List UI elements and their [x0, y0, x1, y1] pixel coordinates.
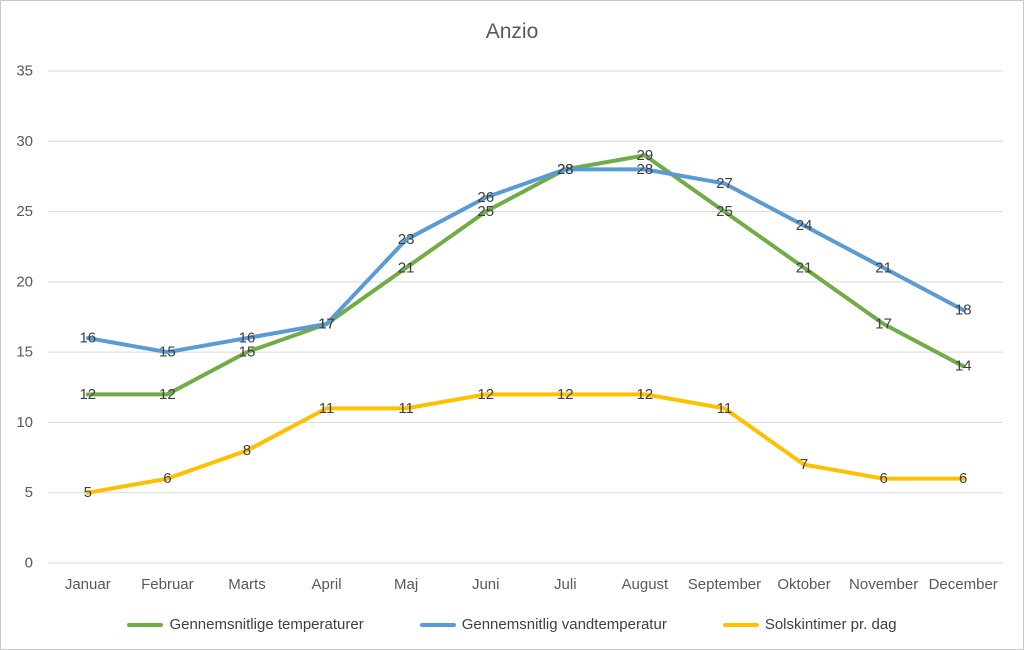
data-label: 21	[398, 259, 415, 276]
data-label: 5	[84, 484, 92, 501]
data-label: 6	[959, 470, 967, 487]
data-label: 21	[796, 259, 813, 276]
y-axis-tick-label: 5	[25, 484, 33, 501]
legend-swatch	[127, 622, 164, 627]
x-axis-label: Februar	[141, 576, 194, 593]
series-line	[85, 167, 966, 355]
data-label: 17	[875, 316, 892, 333]
y-axis-tick-label: 15	[16, 344, 33, 361]
x-axis-label: Maj	[394, 576, 418, 593]
data-label: 14	[955, 358, 972, 375]
data-label: 29	[637, 147, 654, 164]
y-axis-tick-label: 10	[16, 414, 33, 431]
y-axis-tick-label: 0	[25, 555, 33, 572]
x-axis-label: Juli	[554, 576, 577, 593]
data-label: 28	[637, 161, 654, 178]
x-axis-label: December	[929, 576, 998, 593]
data-label: 27	[716, 175, 733, 192]
series-line	[85, 392, 966, 495]
data-label: 12	[477, 386, 494, 403]
data-label: 24	[796, 217, 813, 234]
y-axis-tick-label: 25	[16, 203, 33, 220]
data-label: 16	[239, 330, 256, 347]
data-label: 11	[319, 400, 335, 417]
data-label: 6	[163, 470, 171, 487]
legend-swatch	[722, 622, 759, 627]
x-axis-label: Oktober	[777, 576, 830, 593]
data-label: 25	[477, 203, 494, 220]
legend: Gennemsnitlige temperaturer Gennemsnitlig…	[1, 616, 1023, 633]
legend-label: Gennemsnitlige temperaturer	[169, 616, 364, 633]
data-label: 6	[879, 470, 887, 487]
data-label: 15	[159, 344, 176, 361]
x-axis-label: September	[688, 576, 761, 593]
legend-item: Solskintimer pr. dag	[722, 616, 897, 633]
y-axis-tick-label: 30	[16, 133, 33, 150]
data-label: 12	[637, 386, 654, 403]
x-axis-label: April	[312, 576, 342, 593]
series-line	[85, 153, 966, 397]
data-label: 28	[557, 161, 574, 178]
data-label: 11	[398, 400, 414, 417]
x-axis-label: August	[622, 576, 670, 593]
legend-swatch	[419, 622, 456, 627]
data-label: 28	[557, 161, 574, 178]
x-axis-label: Juni	[472, 576, 500, 593]
data-label: 11	[717, 400, 733, 417]
y-axis-tick-label: 35	[16, 63, 33, 80]
data-label: 17	[318, 316, 335, 333]
x-axis-label: Januar	[65, 576, 111, 593]
legend-item: Gennemsnitlig vandtemperatur	[419, 616, 667, 633]
data-label: 12	[79, 386, 96, 403]
y-axis-tick-label: 20	[16, 273, 33, 290]
data-label: 12	[557, 386, 574, 403]
legend-item: Gennemsnitlige temperaturer	[127, 616, 364, 633]
data-label: 7	[800, 456, 808, 473]
data-label: 17	[318, 316, 335, 333]
data-label: 18	[955, 301, 972, 318]
x-axis-label: November	[849, 576, 918, 593]
data-label: 16	[79, 330, 96, 347]
legend-label: Gennemsnitlig vandtemperatur	[461, 616, 667, 633]
data-label: 15	[239, 344, 256, 361]
data-label: 21	[875, 259, 892, 276]
x-axis-label: Marts	[228, 576, 266, 593]
data-label: 12	[159, 386, 176, 403]
data-label: 8	[243, 442, 251, 459]
data-label: 25	[716, 203, 733, 220]
data-label: 26	[477, 189, 494, 206]
legend-label: Solskintimer pr. dag	[764, 616, 897, 633]
data-label: 23	[398, 231, 415, 248]
chart-title: Anzio	[485, 20, 539, 43]
